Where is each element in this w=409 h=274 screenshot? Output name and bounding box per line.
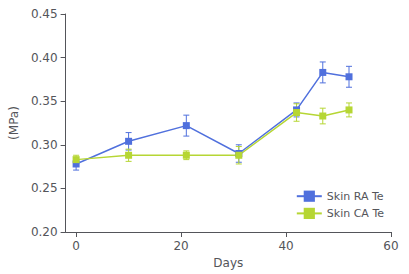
- svg-text:Skin CA Te: Skin CA Te: [327, 207, 384, 220]
- svg-text:Skin RA Te: Skin RA Te: [327, 190, 384, 203]
- svg-text:0.35: 0.35: [31, 94, 58, 108]
- svg-text:0.25: 0.25: [31, 181, 58, 195]
- svg-text:60: 60: [383, 239, 398, 253]
- svg-text:Days: Days: [213, 256, 243, 270]
- svg-text:40: 40: [278, 239, 293, 253]
- svg-text:0.20: 0.20: [31, 225, 58, 239]
- svg-text:0.45: 0.45: [31, 7, 58, 21]
- svg-text:0: 0: [72, 239, 80, 253]
- svg-text:(MPa): (MPa): [7, 106, 21, 140]
- svg-text:0.40: 0.40: [31, 51, 58, 65]
- svg-text:0.30: 0.30: [31, 138, 58, 152]
- svg-text:20: 20: [173, 239, 188, 253]
